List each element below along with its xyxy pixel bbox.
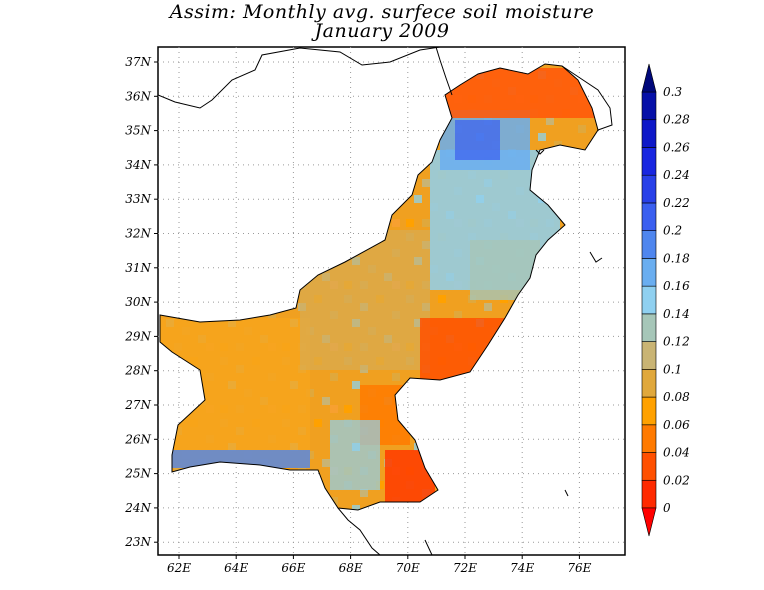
lat-tick-label: 34N [125, 158, 151, 172]
lon-tick-label: 66E [281, 561, 305, 575]
colorbar-max-arrow [641, 63, 657, 93]
lon-tick-label: 62E [167, 561, 191, 575]
colorbar-segment [641, 396, 657, 426]
lat-tick-label: 36N [125, 89, 151, 103]
lon-tick-label: 76E [567, 561, 591, 575]
colorbar-label: 0.3 [663, 85, 682, 99]
lon-tick-label: 64E [224, 561, 248, 575]
colorbar-segment [641, 452, 657, 481]
colorbar-label: 0.12 [663, 335, 690, 349]
country-border [159, 63, 599, 511]
colorbar-label: 0.04 [663, 446, 690, 460]
colorbar-label: 0.2 [663, 224, 682, 238]
neighbor-borders [158, 47, 613, 555]
colorbar-label: 0.14 [663, 307, 690, 321]
colorbar-label: 0.24 [663, 168, 690, 182]
lat-tick-label: 28N [124, 364, 151, 378]
colorbar-segment [641, 313, 657, 342]
colorbar-segment [641, 91, 657, 121]
longitude-axis: 62E 64E 66E 68E 70E 72E 74E 76E [167, 555, 592, 575]
colorbar-label: 0.26 [663, 140, 690, 154]
colorbar-label: 0.02 [663, 473, 690, 487]
colorbar-segment [641, 119, 657, 148]
lat-tick-label: 35N [125, 124, 151, 138]
lat-tick-label: 33N [125, 192, 151, 206]
lat-tick-label: 30N [125, 295, 151, 309]
colorbar-label: 0.28 [663, 113, 690, 127]
lat-tick-label: 23N [124, 535, 151, 549]
lat-tick-label: 24N [124, 501, 151, 515]
colorbar-label: 0.22 [663, 196, 690, 210]
colorbar-label: 0.06 [663, 418, 690, 432]
colorbar-segment [641, 285, 657, 315]
colorbar-segment [641, 202, 657, 231]
lat-tick-label: 31N [125, 261, 151, 275]
lat-tick-label: 37N [125, 55, 151, 69]
colorbar-label: 0 [663, 501, 671, 515]
colorbar-segment [641, 424, 657, 453]
map-title: Assim: Monthly avg. surfece soil moistur… [169, 1, 595, 23]
lon-tick-label: 68E [339, 561, 363, 575]
lat-tick-label: 27N [124, 398, 151, 412]
colorbar-min-arrow [641, 507, 657, 537]
colorbar-segment [641, 147, 657, 176]
colorbar-legend: 0.3 0.28 0.26 0.24 0.22 0.2 0.18 0.16 0.14 0.12 0.… [641, 63, 690, 537]
colorbar-segment [641, 258, 657, 287]
lon-tick-label: 70E [396, 561, 420, 575]
colorbar-label: 0.08 [663, 390, 690, 404]
colorbar-segment [641, 479, 657, 509]
colorbar-segment [641, 369, 657, 398]
lat-tick-label: 32N [125, 227, 151, 241]
lon-tick-label: 72E [453, 561, 477, 575]
colorbar-segment [641, 341, 657, 370]
colorbar-label: 0.16 [663, 279, 690, 293]
map-subtitle: January 2009 [314, 20, 450, 42]
colorbar-label: 0.18 [663, 251, 690, 265]
latitude-axis: 37N 36N 35N 34N 33N 32N 31N 30N 29N 28N 27N 26N 25N 2… [124, 55, 158, 549]
colorbar-segment [641, 174, 657, 204]
lat-tick-label: 25N [124, 467, 151, 481]
colorbar-segment [641, 230, 657, 259]
lon-tick-label: 74E [510, 561, 534, 575]
lat-tick-label: 29N [124, 329, 151, 343]
colorbar-label: 0.1 [663, 362, 682, 376]
lat-tick-label: 26N [124, 432, 151, 446]
